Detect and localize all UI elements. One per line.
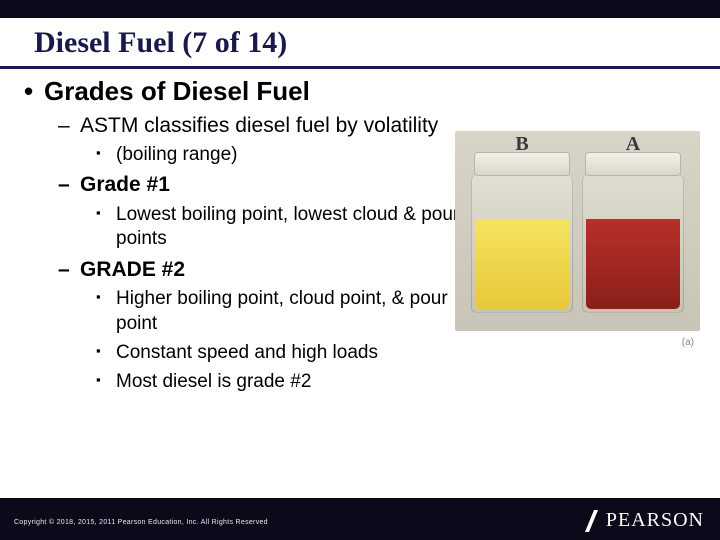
jar-left-lid: B <box>474 152 570 176</box>
jar-right-label: A <box>586 133 680 156</box>
footer: Copyright © 2018, 2015, 2011 Pearson Edu… <box>0 498 720 540</box>
jar-left: B <box>471 173 573 313</box>
brand-text: PEARSON <box>606 509 704 532</box>
bullet-grade2-sub1: Higher boiling point, cloud point, & pou… <box>22 287 462 336</box>
bullet-astm-sub: (boiling range) <box>22 143 462 168</box>
bullet-grade2: GRADE #2 <box>22 256 452 283</box>
brand: PEARSON <box>582 509 704 532</box>
image-caption: (a) <box>682 337 694 348</box>
bullet-astm: ASTM classifies diesel fuel by volatilit… <box>22 112 452 139</box>
bullet-grade2-sub3: Most diesel is grade #2 <box>22 370 462 395</box>
bullet-grade2-sub2: Constant speed and high loads <box>22 341 462 366</box>
jars-image: B A <box>455 131 700 331</box>
jar-right-lid: A <box>585 152 681 176</box>
bullet-grade1-sub: Lowest boiling point, lowest cloud & pou… <box>22 203 462 252</box>
slide-root: Diesel Fuel (7 of 14) Grades of Diesel F… <box>0 0 720 540</box>
pearson-slash-icon <box>582 510 600 532</box>
jar-right-liquid <box>586 219 680 309</box>
slide-title: Diesel Fuel (7 of 14) <box>0 18 720 69</box>
jar-left-label: B <box>475 133 569 156</box>
copyright-text: Copyright © 2018, 2015, 2011 Pearson Edu… <box>14 519 268 526</box>
content-area: Diesel Fuel (7 of 14) Grades of Diesel F… <box>0 18 720 498</box>
slide-body: Grades of Diesel Fuel ASTM classifies di… <box>0 75 720 394</box>
heading-grades: Grades of Diesel Fuel <box>22 75 700 108</box>
jar-left-liquid <box>475 219 569 309</box>
bullet-grade1: Grade #1 <box>22 171 452 198</box>
jar-right: A <box>582 173 684 313</box>
